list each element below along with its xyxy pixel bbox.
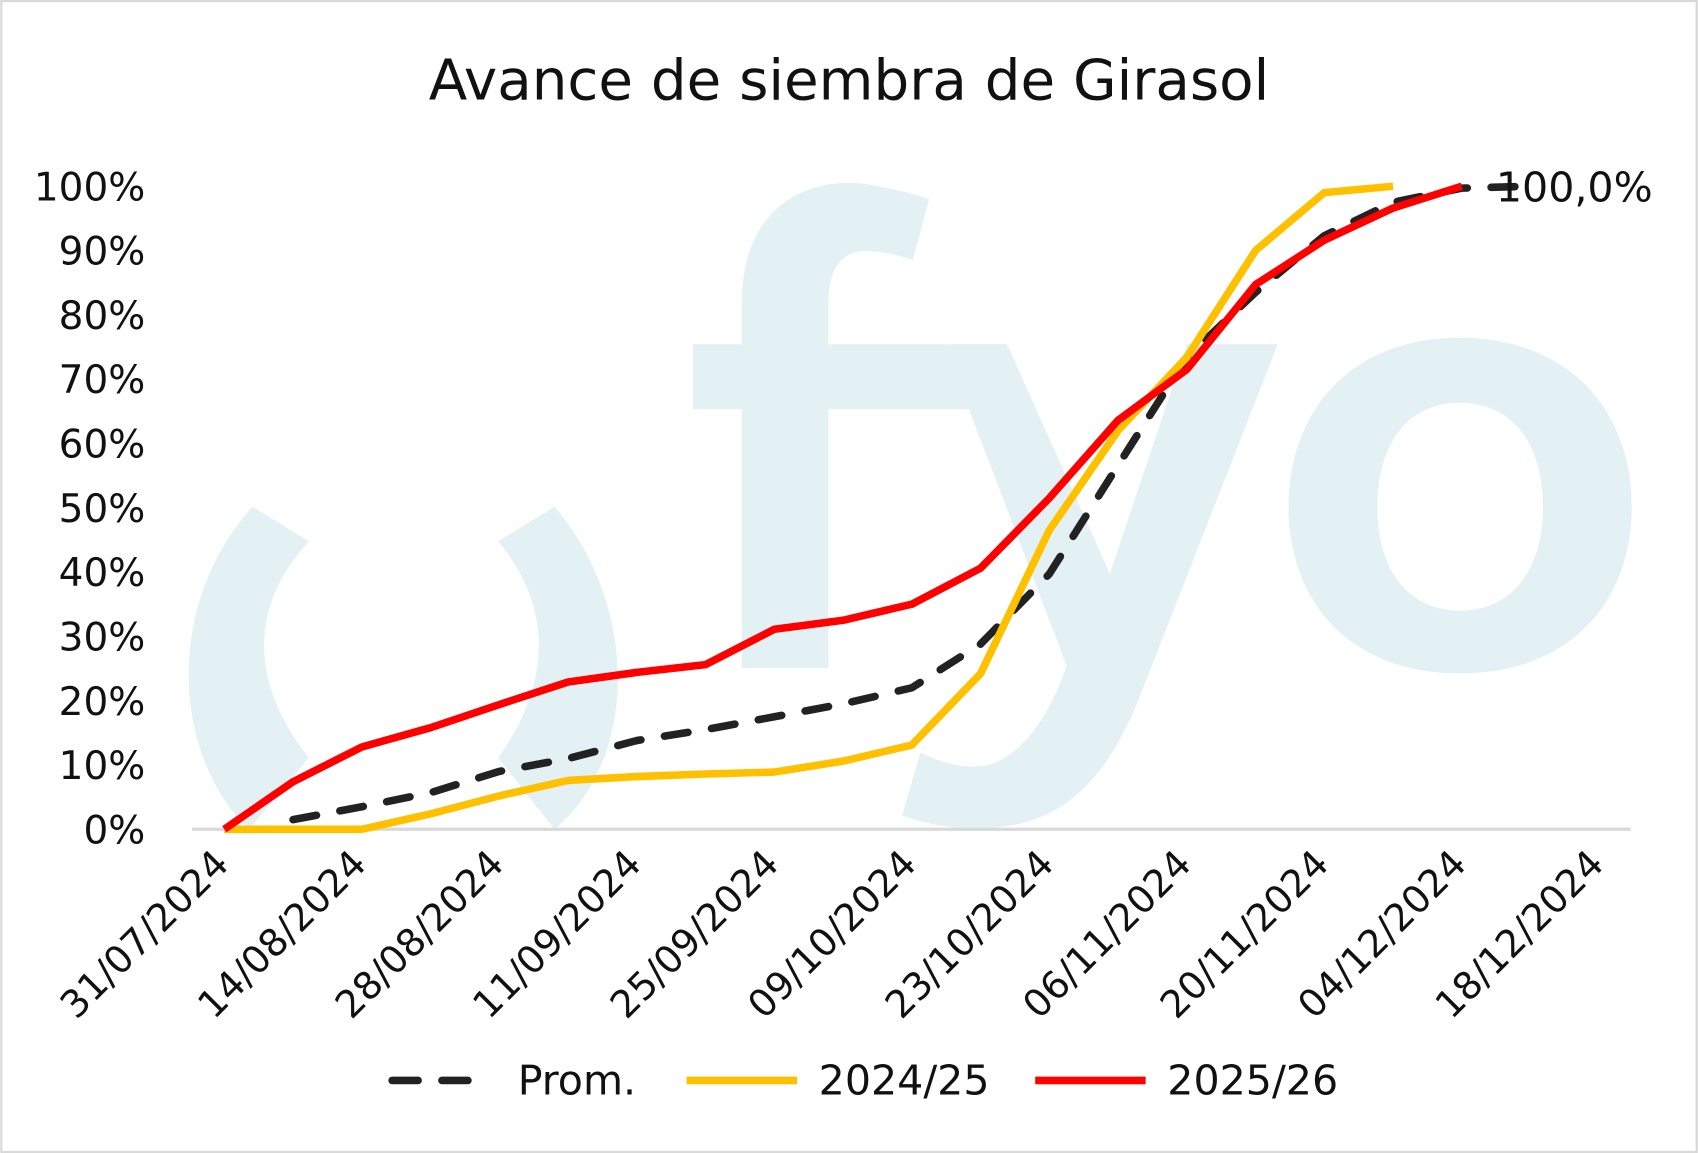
watermark-letter-y [902,344,1278,829]
data-label: 100,0% [1496,163,1653,211]
fyo-watermark [188,182,1632,830]
y-tick-label: 60% [59,423,146,468]
watermark-letter-f [693,182,1008,668]
watermark-letter-o [1288,337,1632,674]
y-tick-label: 20% [59,680,146,725]
y-tick-label: 10% [59,744,146,789]
legend-label: 2025/26 [1167,1057,1338,1105]
watermark-right-arc [498,506,618,830]
y-tick-label: 80% [59,294,146,339]
y-tick-label: 50% [59,487,146,532]
series-line-202425 [224,182,1394,834]
y-tick-label: 70% [59,358,146,403]
chart-title: Avance de siembra de Girasol [429,49,1270,114]
watermark-left-arc [188,506,309,830]
legend-label: 2024/25 [819,1057,990,1105]
y-tick-label: 100% [34,165,145,210]
y-tick-label: 30% [59,615,146,660]
y-tick-label: 40% [59,551,146,596]
legend: Prom. 2024/25 2025/26 [388,1057,1338,1105]
legend-label: Prom. [518,1057,636,1105]
y-tick-label: 90% [59,230,146,275]
y-tick-label: 0% [83,808,145,853]
